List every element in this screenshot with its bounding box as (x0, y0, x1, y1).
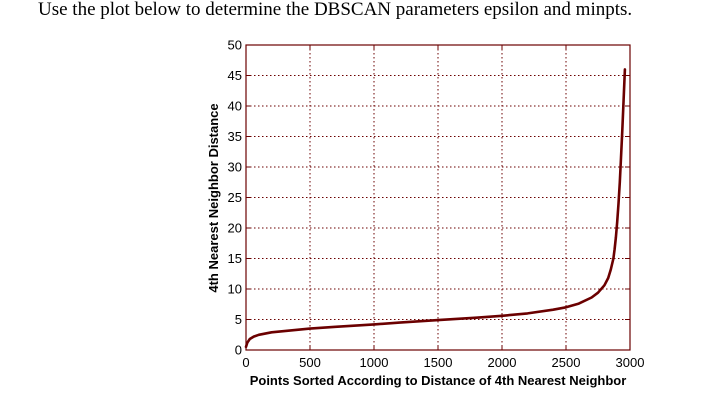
x-axis-label: Points Sorted According to Distance of 4… (250, 373, 627, 388)
x-tick-label: 3000 (616, 355, 645, 370)
question-text: Use the plot below to determine the DBSC… (38, 0, 633, 20)
y-tick-label: 35 (228, 129, 242, 144)
y-tick-label: 5 (235, 312, 242, 327)
y-tick-label: 30 (228, 160, 242, 175)
kdistance-curve (244, 68, 627, 349)
curve-layer (244, 68, 627, 349)
y-tick-label: 40 (228, 99, 242, 114)
x-tick-label: 2000 (488, 355, 517, 370)
y-tick-label: 25 (228, 190, 242, 205)
x-tick-label: 2500 (552, 355, 581, 370)
y-axis-label: 4th Nearest Neighbor Distance (206, 103, 221, 292)
x-tick-label: 1000 (360, 355, 389, 370)
y-tick-label: 15 (228, 251, 242, 266)
y-tick-label: 45 (228, 68, 242, 83)
y-tick-label: 10 (228, 282, 242, 297)
y-tick-label: 20 (228, 221, 242, 236)
x-tick-label: 0 (242, 355, 249, 370)
x-tick-label: 1500 (424, 355, 453, 370)
tick-marks (245, 44, 631, 351)
y-tick-label: 0 (235, 343, 242, 358)
y-tick-label: 50 (228, 38, 242, 53)
x-tick-label: 500 (299, 355, 321, 370)
